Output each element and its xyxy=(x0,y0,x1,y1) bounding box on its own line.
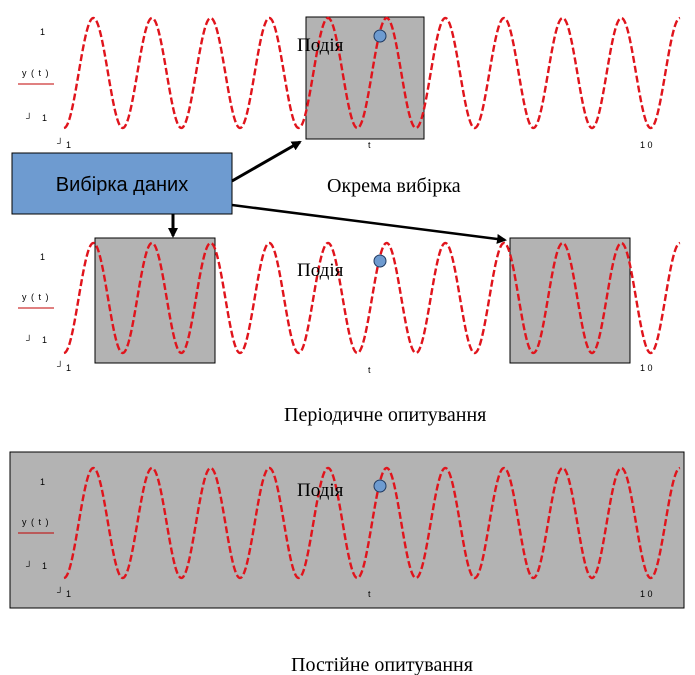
plot-continuous-xlabel: t xyxy=(368,589,371,599)
plot-single-corner-x: ┘ xyxy=(57,137,63,148)
signal-wave-periodic xyxy=(63,241,681,355)
periodic-window-1 xyxy=(94,237,216,364)
plot-periodic-corner-x: ┘ xyxy=(57,360,63,371)
plot-continuous-ylabel: y ( t ) xyxy=(22,517,50,527)
plot-single-xtick-start: 1 xyxy=(66,140,71,150)
signal-wave-single xyxy=(63,16,681,130)
arrow-to-single-window xyxy=(231,140,302,183)
plot-single-ytick-top: 1 xyxy=(40,27,45,37)
caption-continuous-polling: Постійне опитування xyxy=(291,654,473,675)
caption-periodic-polling: Періодичне опитування xyxy=(284,404,486,426)
plot-single-ytick-bottom: 1 xyxy=(42,113,47,123)
plot-periodic-axes: 1 y ( t ) ┘ 1 ┘ 1 t 1 0 Подія xyxy=(18,252,653,375)
plot-continuous-event-label: Подія xyxy=(297,480,344,501)
plot-single-ylabel: y ( t ) xyxy=(22,68,50,78)
plot-single-xlabel: t xyxy=(368,140,371,150)
plot-periodic-xtick-end: 1 0 xyxy=(640,363,653,373)
plot-continuous-xtick-end: 1 0 xyxy=(640,589,653,599)
signal-wave-continuous xyxy=(63,466,681,580)
plot-continuous-ytick-top: 1 xyxy=(40,477,45,487)
plot-continuous-corner-x: ┘ xyxy=(57,586,63,597)
plot-periodic-xtick-start: 1 xyxy=(66,363,71,373)
plot-single-event-label: Подія xyxy=(297,35,344,56)
plot-continuous-ytick-bottom: 1 xyxy=(42,561,47,571)
plot-continuous-corner: ┘ xyxy=(26,560,32,571)
data-sampling-label: Вибірка даних xyxy=(56,174,188,196)
caption-single-sample: Окрема вибірка xyxy=(327,175,461,197)
plot-periodic-ytick-top: 1 xyxy=(40,252,45,262)
arrow-to-periodic-window-2 xyxy=(231,203,507,244)
plot-single-xtick-end: 1 0 xyxy=(640,140,653,150)
plot-continuous-event-marker xyxy=(373,479,387,493)
plot-periodic-ylabel: y ( t ) xyxy=(22,292,50,302)
plot-single-corner: ┘ xyxy=(26,112,32,123)
plot-continuous-xtick-start: 1 xyxy=(66,589,71,599)
plot-periodic-event-marker xyxy=(373,254,387,268)
plot-single-event-marker xyxy=(373,29,387,43)
continuous-shade xyxy=(9,451,685,609)
plot-single-axes: 1 y ( t ) ┘ 1 ┘ 1 t 1 0 Подія xyxy=(18,27,653,150)
data-sampling-box xyxy=(11,152,233,215)
plot-periodic-ytick-bottom: 1 xyxy=(42,335,47,345)
single-sample-window xyxy=(305,16,425,140)
plot-periodic-event-label: Подія xyxy=(297,260,344,281)
plot-periodic-corner: ┘ xyxy=(26,334,32,345)
plot-periodic-xlabel: t xyxy=(368,365,371,375)
plot-continuous-axes: 1 y ( t ) ┘ 1 ┘ 1 t 1 0 Подія xyxy=(18,477,653,599)
